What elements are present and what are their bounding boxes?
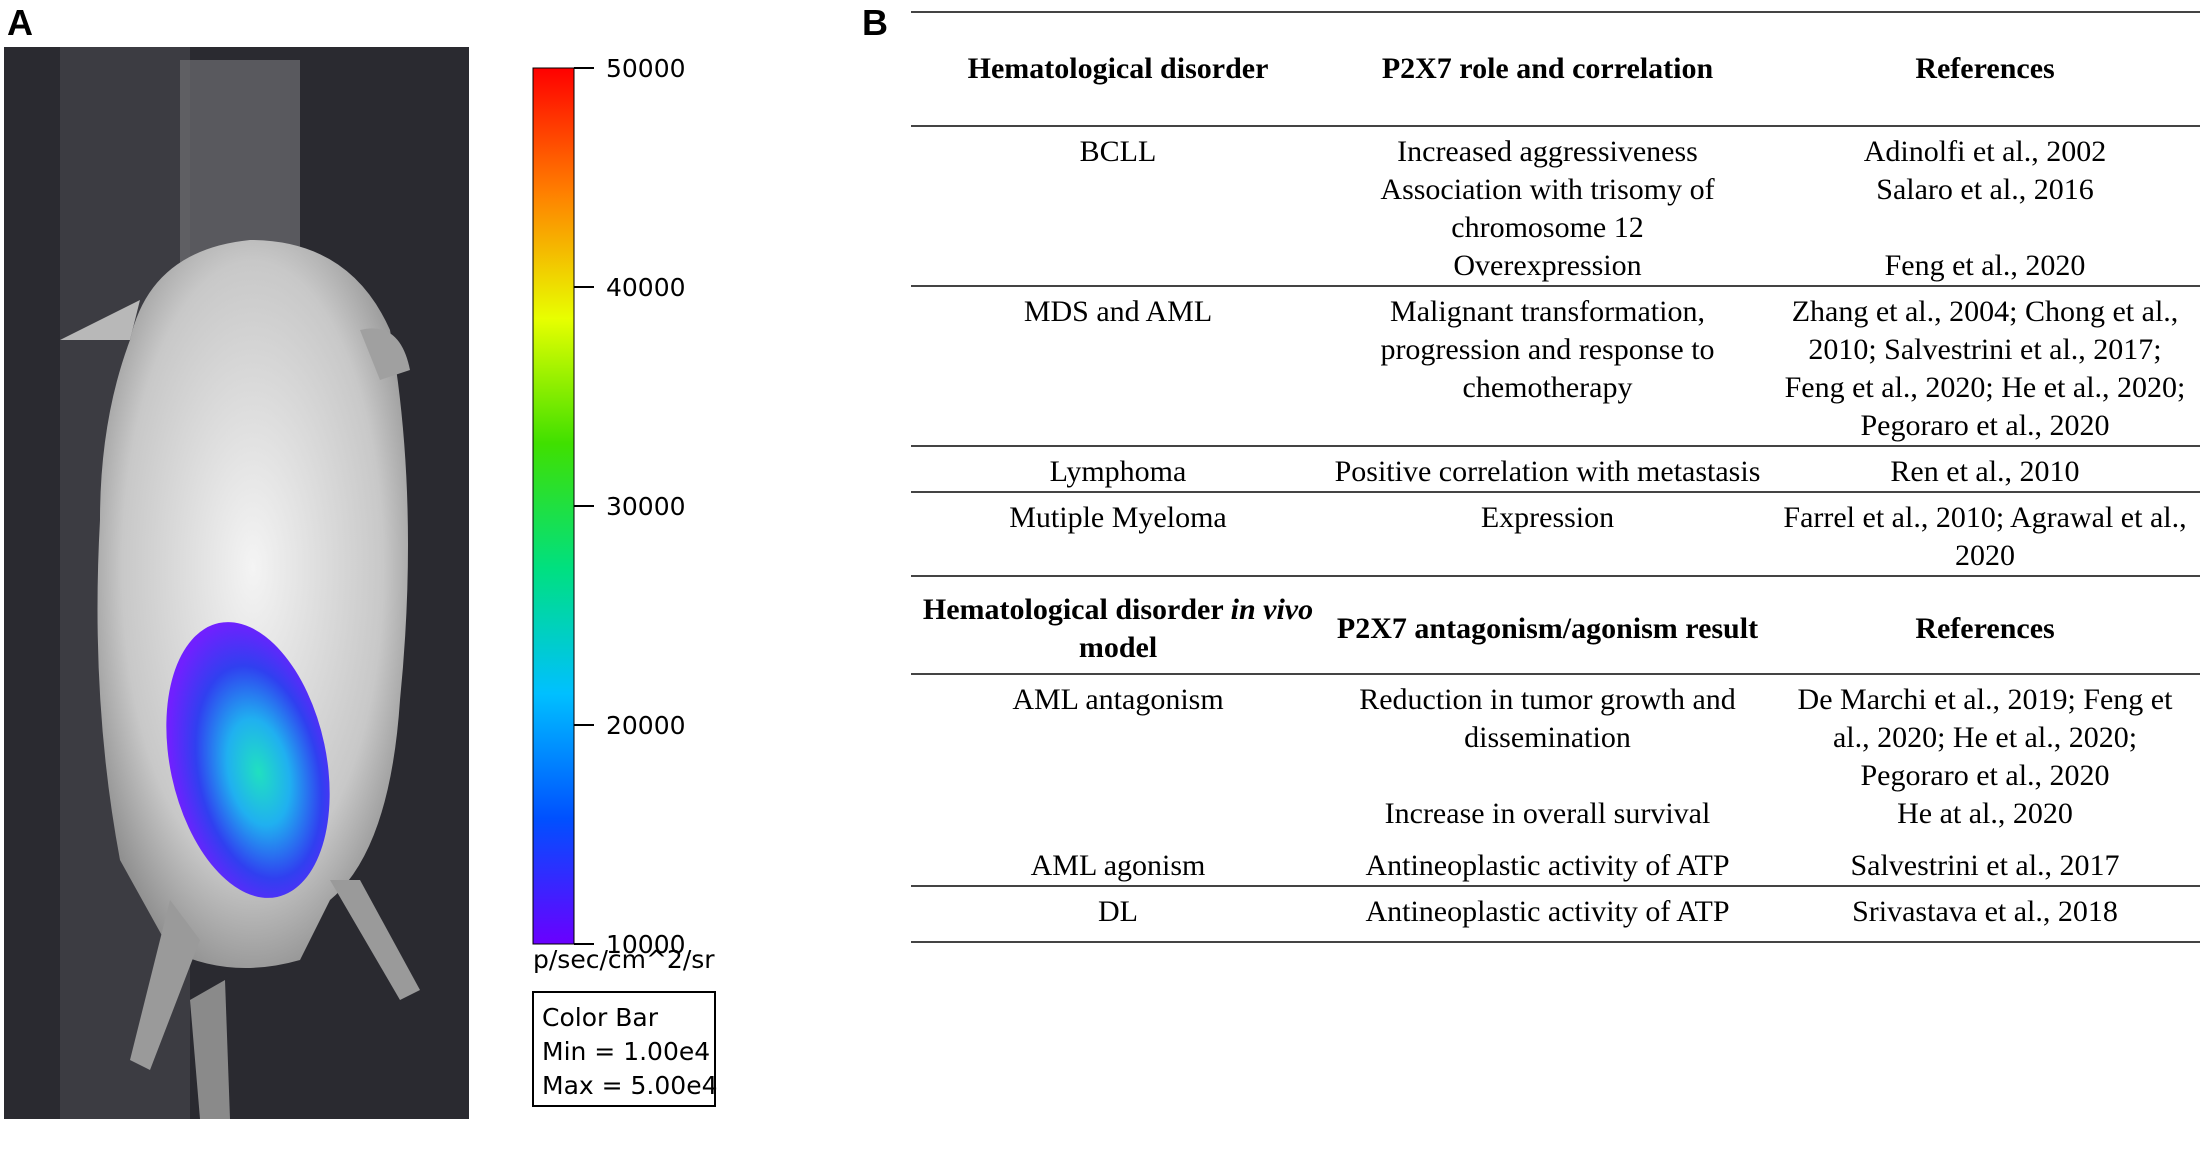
- colorbar-tick-label: 30000: [606, 492, 686, 521]
- header-text: model: [1078, 631, 1158, 664]
- colorbar-tick-label: 50000: [606, 54, 686, 83]
- disorder-cell: MDS and AML: [911, 285, 1325, 446]
- header-cell: References: [1770, 575, 2200, 674]
- colorbar-tick-label: 10000: [606, 930, 686, 959]
- table-row: Increase in overall survival He at al., 2…: [911, 795, 2200, 833]
- role-cell: Antineoplastic activity of ATP: [1325, 885, 1770, 943]
- header-text: References: [1915, 612, 2055, 645]
- table-row: Overexpression Feng et al., 2020: [911, 247, 2200, 286]
- disorder-cell: Lymphoma: [911, 445, 1325, 492]
- reference-cell: Srivastava et al., 2018: [1770, 885, 2200, 943]
- reference-cell: Zhang et al., 2004; Chong et al., 2010; …: [1770, 285, 2200, 446]
- reference-cell: Salaro et al., 2016: [1876, 173, 2094, 206]
- header-row: Hematological disorder P2X7 role and corr…: [911, 11, 2200, 126]
- header-text: Hematological disorder: [967, 52, 1269, 85]
- header-cell: P2X7 antagonism/agonism result: [1325, 575, 1770, 674]
- disorder-cell: AML agonism: [1030, 849, 1206, 882]
- reference-cell: Feng et al., 2020: [1884, 249, 2086, 282]
- disorder-cell: BCLL: [911, 125, 1325, 286]
- colorbar-unit: p/sec/cm^2/sr: [533, 945, 715, 974]
- role-cell: Positive correlation with metastasis: [1325, 445, 1770, 492]
- header-text: P2X7 antagonism/agonism result: [1336, 612, 1759, 645]
- header-cell: Hematological disorder: [911, 11, 1325, 126]
- role-cell: Overexpression: [1453, 249, 1642, 282]
- mouse-image: [4, 47, 469, 1119]
- header-text: Hematological disorder: [922, 593, 1231, 626]
- header-row: Hematological disorder in vivo model P2X7…: [911, 575, 2200, 674]
- table-row: AML agonism Antineoplastic activity of AT…: [911, 833, 2200, 886]
- disorder-cell: AML antagonism: [911, 673, 1325, 833]
- panel-label: A: [7, 2, 33, 43]
- colorbar-tick-label: 20000: [606, 711, 686, 740]
- panel-label: B: [862, 2, 888, 43]
- reference-cell: He at al., 2020: [1897, 797, 2073, 830]
- colorbar-box-min: Min = 1.00e4: [542, 1037, 710, 1066]
- role-cell: Increase in overall survival: [1384, 797, 1711, 830]
- reference-cell: Adinolfi et al., 2002: [1770, 125, 2200, 171]
- role-cell: Expression: [1325, 491, 1770, 576]
- disorder-cell: DL: [911, 885, 1325, 943]
- table-row: Lymphoma Positive correlation with metast…: [911, 445, 2200, 492]
- table-row: MDS and AML Malignant transformation, pro…: [911, 285, 2200, 446]
- role-cell: Reduction in tumor growth and disseminat…: [1325, 673, 1770, 795]
- header-cell: Hematological disorder in vivo model: [911, 575, 1325, 674]
- header-text: References: [1915, 52, 2055, 85]
- colorbar-tick-label: 40000: [606, 273, 686, 302]
- colorbar: [532, 67, 575, 945]
- role-cell: Antineoplastic activity of ATP: [1365, 849, 1730, 882]
- role-cell: Malignant transformation, progression an…: [1325, 285, 1770, 446]
- table-row: DL Antineoplastic activity of ATP Srivasta…: [911, 885, 2200, 943]
- table: Hematological disorder P2X7 role and corr…: [911, 11, 2200, 943]
- reference-cell: De Marchi et al., 2019; Feng et al., 202…: [1770, 673, 2200, 795]
- table-row: BCLL Increased aggressiveness Adinolfi et …: [911, 125, 2200, 286]
- colorbar-box: [532, 991, 716, 1107]
- header-text: P2X7 role and correlation: [1381, 52, 1714, 85]
- header-cell: References: [1770, 11, 2200, 126]
- role-cell: Association with trisomy of chromosome 1…: [1380, 173, 1715, 244]
- reference-cell: Salvestrini et al., 2017: [1850, 849, 2120, 882]
- reference-cell: Farrel et al., 2010; Agrawal et al., 202…: [1770, 491, 2200, 576]
- table-row: Mutiple Myeloma Expression Farrel et al., …: [911, 491, 2200, 576]
- header-text: in vivo: [1230, 593, 1314, 626]
- header-cell: P2X7 role and correlation: [1325, 11, 1770, 126]
- reference-cell: Ren et al., 2010: [1770, 445, 2200, 492]
- role-cell: Increased aggressiveness: [1325, 125, 1770, 171]
- table-row: AML antagonism Reduction in tumor growth …: [911, 673, 2200, 833]
- disorder-cell: Mutiple Myeloma: [911, 491, 1325, 576]
- table-row: Association with trisomy of chromosome 1…: [911, 171, 2200, 247]
- colorbar-box-max: Max = 5.00e4: [542, 1071, 717, 1100]
- colorbar-box-title: Color Bar: [542, 1003, 659, 1032]
